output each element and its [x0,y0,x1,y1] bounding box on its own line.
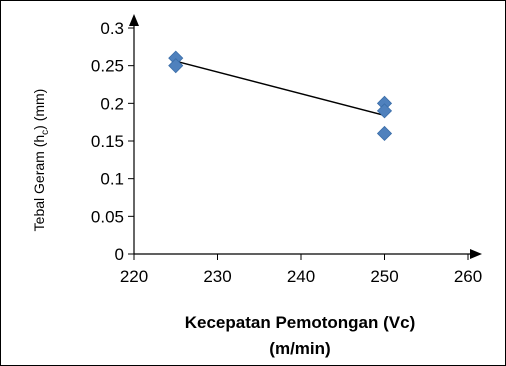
trendline [175,60,385,117]
y-tick-label: 0.1 [100,170,124,189]
x-tick-label: 240 [287,267,315,286]
data-point [168,58,184,74]
data-points [168,50,393,142]
axes [129,14,482,259]
y-tick-label: 0.3 [100,19,124,38]
x-tick-label: 220 [120,267,148,286]
y-tick-label: 0.2 [100,94,124,113]
y-tick-label: 0 [115,245,124,264]
ticks: 0 0.05 0.1 0.15 0.2 0.25 0.3 220 230 240 250 260 [91,19,482,286]
x-axis-arrow [470,249,482,259]
y-axis-label-main: Tebal Geram (h [31,135,47,231]
y-axis-label: Tebal Geram (hc) (mm) [31,89,51,232]
data-point [376,103,393,119]
y-axis-arrow [129,14,139,26]
x-axis-label-line-2: (m/min) [269,339,330,358]
x-tick-label: 230 [203,267,231,286]
x-tick-label: 260 [454,267,482,286]
y-tick-label: 0.05 [91,207,124,226]
y-tick-label: 0.15 [91,132,124,151]
trendline-group [175,60,385,117]
y-axis-label-tail: ) (mm) [31,89,47,130]
data-point [376,125,393,142]
y-tick-label: 0.25 [91,57,124,76]
y-axis-label-subscript: c [40,130,51,135]
x-axis-label-line-1: Kecepatan Pemotongan (Vc) [185,313,416,332]
x-tick-label: 250 [370,267,398,286]
